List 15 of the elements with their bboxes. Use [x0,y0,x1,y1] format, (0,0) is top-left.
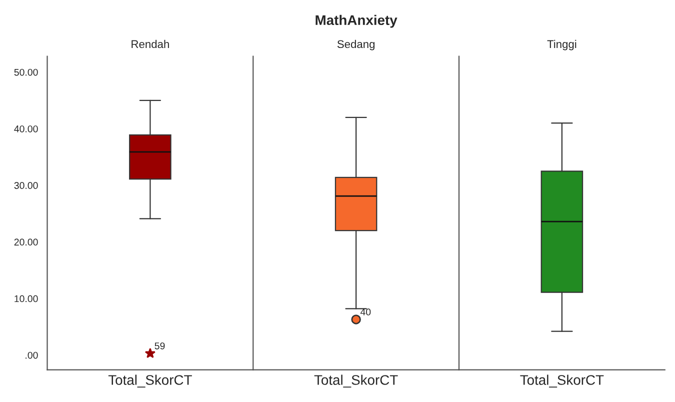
x-tick-label: Total_SkorCT [108,374,192,388]
x-tick-label: Total_SkorCT [520,374,604,388]
y-tick-label: 50.00 [14,68,38,76]
y-tick-label: 20.00 [14,238,38,246]
chart-subtitle: Sedang [337,40,374,50]
x-tick-label: Total_SkorCT [314,374,398,388]
annotation: 59 [154,342,165,350]
chart-title: MathAnxiety [316,14,398,28]
annotation: 40 [360,308,371,316]
chart-subtitle: Rendah [132,40,169,48]
y-tick-label: 10.00 [14,295,38,302]
chart-subtitle: Tinggi [547,40,576,50]
y-tick-label: 40.00 [14,125,38,132]
y-tick-label: 30.00 [14,182,38,189]
y-tick-label: .00 [26,352,38,359]
